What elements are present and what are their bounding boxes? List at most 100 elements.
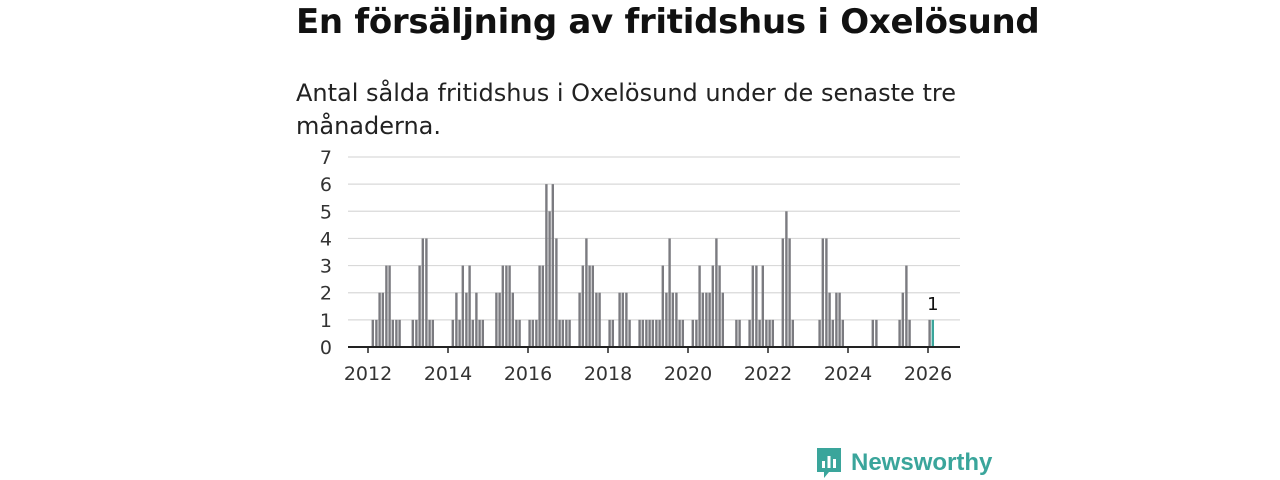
bar <box>788 238 791 347</box>
bar <box>581 265 584 347</box>
y-tick-label: 2 <box>320 283 332 305</box>
bar <box>781 238 784 347</box>
x-tick-label: 2020 <box>664 363 712 385</box>
bar <box>561 319 564 347</box>
bar <box>705 292 708 347</box>
bar <box>498 292 501 347</box>
x-tick-label: 2012 <box>344 363 392 385</box>
bar <box>591 265 594 347</box>
highlight-bar <box>931 319 934 347</box>
bar <box>371 319 374 347</box>
data-label: 1 <box>927 294 938 315</box>
bar <box>718 265 721 347</box>
y-tick-label: 6 <box>320 174 332 196</box>
newsworthy-logo: Newsworthy <box>815 446 992 480</box>
bar <box>505 265 508 347</box>
chart-subtitle: Antal sålda fritidshus i Oxelösund under… <box>296 79 956 140</box>
bar <box>641 319 644 347</box>
chart-title: En försäljning av fritidshus i Oxelösund <box>296 2 1040 42</box>
bar <box>418 265 421 347</box>
bar <box>825 238 828 347</box>
bar <box>495 292 498 347</box>
bar <box>578 292 581 347</box>
bar <box>711 265 714 347</box>
bar <box>621 292 624 347</box>
x-tick-label: 2026 <box>904 363 952 385</box>
bar <box>528 319 531 347</box>
bar <box>821 238 824 347</box>
bar <box>568 319 571 347</box>
bar <box>875 319 878 347</box>
bar <box>608 319 611 347</box>
bar <box>518 319 521 347</box>
bar <box>838 292 841 347</box>
bar <box>791 319 794 347</box>
bar <box>661 265 664 347</box>
bar <box>758 319 761 347</box>
bar <box>558 319 561 347</box>
bar <box>555 238 558 347</box>
bar <box>551 184 554 347</box>
bar <box>565 319 568 347</box>
bar <box>595 292 598 347</box>
bar <box>398 319 401 347</box>
bar <box>468 265 471 347</box>
bar <box>668 238 671 347</box>
bar <box>475 292 478 347</box>
y-tick-label: 1 <box>320 310 332 332</box>
bar <box>658 319 661 347</box>
bar <box>585 238 588 347</box>
bar <box>698 265 701 347</box>
bar <box>748 319 751 347</box>
bar <box>588 265 591 347</box>
x-tick-label: 2024 <box>824 363 872 385</box>
bar <box>701 292 704 347</box>
bar <box>535 319 538 347</box>
y-tick-label: 5 <box>320 201 332 223</box>
bar <box>411 319 414 347</box>
bar <box>651 319 654 347</box>
bar <box>835 292 838 347</box>
bar <box>768 319 771 347</box>
bar <box>681 319 684 347</box>
bar <box>385 265 388 347</box>
bar <box>638 319 641 347</box>
bar <box>451 319 454 347</box>
bar <box>648 319 651 347</box>
bar <box>831 319 834 347</box>
bar <box>508 265 511 347</box>
bar <box>501 265 504 347</box>
bar <box>751 265 754 347</box>
bar <box>471 319 474 347</box>
bar <box>375 319 378 347</box>
bar <box>721 292 724 347</box>
bar <box>655 319 658 347</box>
bar <box>395 319 398 347</box>
bar <box>431 319 434 347</box>
y-tick-label: 0 <box>320 337 332 359</box>
bar <box>545 184 548 347</box>
y-tick-label: 4 <box>320 228 332 250</box>
bar <box>548 211 551 347</box>
x-tick-label: 2018 <box>584 363 632 385</box>
bar <box>675 292 678 347</box>
bar <box>461 265 464 347</box>
bar <box>928 319 931 347</box>
bar <box>511 292 514 347</box>
bar <box>541 265 544 347</box>
bar <box>828 292 831 347</box>
bar <box>708 292 711 347</box>
bar <box>428 319 431 347</box>
x-tick-label: 2022 <box>744 363 792 385</box>
bar <box>415 319 418 347</box>
bar <box>691 319 694 347</box>
bar <box>695 319 698 347</box>
y-tick-label: 7 <box>320 147 332 169</box>
bar <box>425 238 428 347</box>
bar <box>465 292 468 347</box>
bar <box>538 265 541 347</box>
bar <box>841 319 844 347</box>
bar <box>598 292 601 347</box>
bar <box>908 319 911 347</box>
